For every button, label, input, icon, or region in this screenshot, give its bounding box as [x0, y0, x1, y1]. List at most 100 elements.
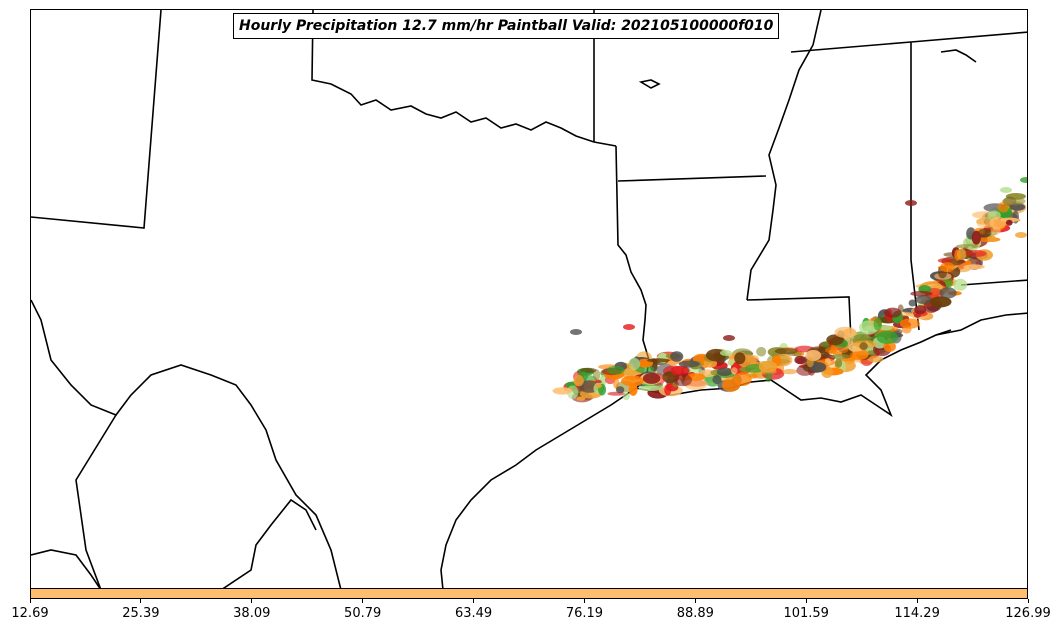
colorbar-tick-label: 12.69	[11, 606, 49, 621]
precip-blob	[576, 396, 586, 401]
precip-blob	[873, 317, 883, 331]
lake-2	[940, 49, 977, 63]
map-canvas	[31, 10, 1027, 588]
ok-tx-border	[311, 10, 617, 147]
colorbar-tick	[916, 599, 918, 603]
precip-blob	[673, 373, 692, 387]
precip-blob	[908, 299, 917, 307]
precip-blob	[939, 262, 955, 273]
colorbar-tick-label: 38.09	[233, 606, 271, 621]
precip-blob	[756, 346, 767, 357]
precip-blob	[977, 228, 992, 238]
precip-blob	[1002, 197, 1026, 206]
colorbar-tick-label: 88.89	[676, 606, 714, 621]
precip-blob	[670, 365, 690, 376]
precip-blob	[849, 351, 869, 361]
colorbar-tick	[29, 599, 31, 603]
precip-blob	[635, 365, 655, 374]
colorbar-tick-label: 126.99	[1005, 606, 1051, 621]
precip-blob	[647, 358, 670, 363]
precip-blob	[712, 375, 722, 385]
precip-blob	[570, 329, 582, 335]
precip-blob	[782, 368, 798, 375]
precip-blob	[937, 258, 953, 264]
precip-blob	[794, 355, 806, 365]
precip-blob	[826, 334, 844, 346]
precip-blob	[914, 305, 927, 315]
precip-blob	[987, 235, 996, 242]
colorbar-tick-label: 63.49	[454, 606, 493, 621]
precip-blob	[716, 367, 733, 377]
precip-blob	[664, 384, 672, 396]
precip-blob	[642, 372, 661, 384]
precip-blob	[956, 248, 967, 260]
precip-blob	[834, 358, 843, 368]
nm-border	[31, 10, 162, 229]
precip-blob	[853, 334, 872, 341]
precip-blob	[774, 348, 798, 355]
precip-blob	[905, 200, 917, 206]
precip-blob	[878, 325, 893, 331]
colorbar-tick	[251, 599, 253, 603]
precip-blob	[623, 324, 635, 330]
colorbar-tick-label: 76.19	[565, 606, 604, 621]
precip-blob	[621, 375, 644, 387]
precip-blob	[615, 386, 625, 394]
precip-blob	[997, 201, 1010, 213]
precip-blob	[678, 360, 700, 368]
precip-blob	[976, 217, 995, 229]
precip-blob	[606, 365, 625, 375]
precip-paintball-layer	[552, 177, 1027, 403]
precip-blob	[876, 330, 899, 344]
mexico-state-line-1	[75, 414, 117, 588]
colorbar-tick	[362, 599, 364, 603]
precip-blob	[746, 355, 759, 363]
precip-blob	[859, 342, 868, 351]
precip-blob	[592, 369, 601, 381]
precip-blob	[628, 383, 638, 396]
mexico-state-line-3	[222, 498, 317, 588]
precip-blob	[883, 307, 902, 318]
precip-blob	[734, 372, 752, 387]
map-panel	[30, 9, 1028, 589]
colorbar-tick-label: 25.39	[122, 606, 160, 621]
precip-blob	[552, 387, 573, 395]
precip-blob	[734, 352, 746, 365]
state-boundaries	[31, 10, 1027, 588]
precip-blob	[955, 244, 979, 249]
precip-blob	[622, 392, 630, 401]
precip-blob	[939, 287, 957, 299]
precip-blob	[929, 296, 952, 308]
precip-blob	[830, 353, 851, 360]
precip-blob	[670, 351, 684, 362]
precip-blob	[883, 341, 896, 352]
colorbar-tick	[140, 599, 142, 603]
precip-blob	[824, 346, 849, 355]
precip-blob	[1000, 187, 1012, 193]
precip-blob	[758, 360, 778, 373]
ar-la-border	[617, 175, 767, 182]
precip-blob	[1020, 177, 1027, 183]
precip-blob	[809, 362, 827, 373]
precip-blob	[612, 376, 620, 389]
map-title: Hourly Precipitation 12.7 mm/hr Paintbal…	[233, 13, 780, 39]
colorbar-tick	[1027, 599, 1029, 603]
mississippi-river	[746, 10, 822, 301]
mexico-state-line-2	[31, 549, 101, 588]
al-fl-border	[960, 279, 1027, 286]
precip-blob	[1006, 219, 1013, 226]
precip-blob	[910, 290, 933, 297]
rio-grande	[31, 299, 342, 588]
precip-blob	[730, 367, 738, 375]
fl-coastline	[935, 312, 1027, 336]
precip-blob	[628, 357, 641, 370]
colorbar-tick	[694, 599, 696, 603]
precip-blob	[723, 335, 735, 341]
precip-blob	[595, 379, 602, 384]
colorbar-tick-label: 114.29	[894, 606, 940, 621]
precip-blob	[720, 350, 732, 356]
precip-blob	[965, 250, 987, 257]
precip-blob	[727, 360, 734, 366]
precip-blob	[834, 326, 857, 338]
precip-blob	[595, 383, 602, 388]
